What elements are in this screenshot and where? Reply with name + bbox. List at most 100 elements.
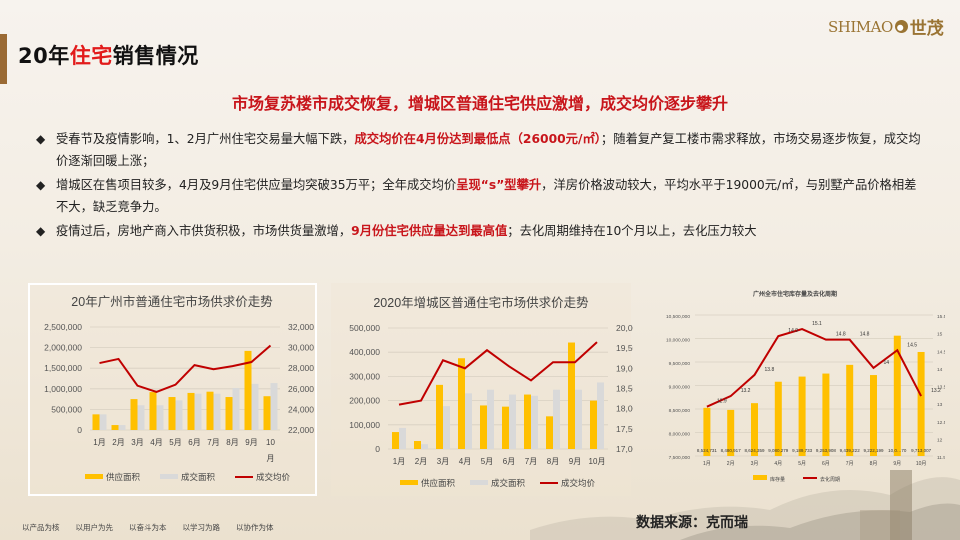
x-tick: 5月 [798, 461, 806, 467]
x-tick: 9月 [893, 461, 901, 467]
bar [487, 389, 494, 449]
bar [156, 405, 164, 430]
x-tick: 4月 [150, 438, 162, 447]
chart-title: 2020年增城区普通住宅市场供求价走势 [373, 295, 589, 310]
bar [251, 383, 259, 430]
y-left-tick: 0 [77, 425, 82, 435]
y-right-tick: 32,000 [288, 322, 314, 332]
bar-label: 9,189,733 [792, 448, 813, 453]
bar [774, 381, 782, 456]
y-right-tick: 15.5 [937, 314, 945, 320]
bar [509, 394, 516, 449]
bullet-list: ◆ 受春节及疫情影响，1、2月广州住宅交易量大幅下跌，成交均价在4月份达到最低点（… [36, 128, 926, 244]
x-tick: 2月 [415, 457, 427, 466]
bar [168, 397, 176, 430]
legend-label: 供应面积 [106, 472, 141, 482]
y-right-tick: 17,500 [616, 424, 633, 434]
chart-panel-inventory: 广州全市住宅库存量及去化周期 7,500,000 8,000,000 8,500,00… [645, 283, 947, 493]
bar [893, 335, 901, 456]
bar [568, 342, 575, 449]
chart-zengcheng-supply-demand-price: 2020年增城区普通住宅市场供求价走势 0 100,000 200,000 300,00… [349, 295, 642, 488]
y-left-tick: 100,000 [349, 420, 380, 430]
data-source: 数据来源：克而瑞 [636, 515, 748, 531]
chart-title: 广州全市住宅库存量及去化周期 [753, 290, 837, 298]
y-left-tick: 10,500,000 [666, 314, 690, 320]
logo-globe-icon [894, 20, 908, 33]
bullet-text: 疫情过后，房地产商入市供货积极，市场供货量激增， [56, 224, 352, 238]
diamond-bullet-icon: ◆ [36, 132, 46, 146]
y-left-tick: 7,500,000 [669, 455, 691, 461]
bar [187, 392, 195, 430]
bar-label: 8,624,359 [744, 448, 765, 453]
bar [727, 409, 735, 456]
bar [213, 393, 221, 430]
bar [590, 400, 597, 449]
x-tick: 6月 [822, 461, 830, 467]
bar [206, 391, 214, 430]
slogan: 以奋斗为本 [129, 523, 167, 532]
chart-panel-zengcheng: 2020年增城区普通住宅市场供求价走势 0 100,000 200,000 300,00… [331, 283, 642, 496]
bullet-item: ◆ 疫情过后，房地产商入市供货积极，市场供货量激增，9月份住宅供应量达到最高值；去… [36, 220, 926, 242]
bar [263, 396, 271, 430]
x-tick: 7月 [525, 457, 537, 466]
x-tick: 6月 [503, 457, 515, 466]
price-line [398, 341, 598, 406]
svg-text:月: 月 [267, 454, 275, 463]
line-label: 12.9 [717, 399, 727, 405]
bar [270, 383, 278, 430]
y-right-tick: 13 [937, 402, 943, 408]
title-highlight: 住宅 [69, 44, 113, 68]
bar [99, 414, 107, 430]
bar [480, 405, 487, 449]
y-right-tick: 14.5 [937, 349, 945, 355]
bar [846, 364, 854, 456]
highlight-text: 成交均价在4月份达到最低点（26000元/㎡） [354, 132, 601, 146]
line-label: 13.2 [741, 388, 751, 394]
bar-label: 10,0…70 [888, 448, 907, 453]
bullet-text: ；去化周期维持在10个月以上，去化压力较大 [507, 224, 757, 238]
x-tick: 7月 [846, 461, 854, 467]
bullet-text: ；随着复产复工楼市需求释放，市场交易逐步恢复，成交均价逐渐回暖上涨； [56, 132, 921, 168]
x-tick: 3月 [751, 461, 759, 467]
y-right-tick: 12 [937, 437, 943, 443]
y-left-tick: 8,000,000 [669, 432, 691, 438]
x-tick: 10 [266, 438, 275, 447]
y-left-tick: 10,000,000 [666, 338, 690, 344]
bar [531, 395, 538, 449]
y-right-tick: 11.5 [937, 455, 945, 461]
diamond-bullet-icon: ◆ [36, 224, 46, 238]
y-right-tick: 24,000 [288, 404, 314, 414]
shimao-logo: SHIMAO 世茂 [828, 14, 944, 40]
legend-label: 供应面积 [421, 478, 456, 488]
bar [130, 399, 138, 430]
x-tick: 10月 [589, 457, 606, 466]
bar [137, 405, 145, 430]
y-right-tick: 17,000 [616, 444, 633, 454]
bar [232, 387, 240, 430]
x-tick: 9月 [569, 457, 581, 466]
bar [575, 389, 582, 449]
chart-panel-guangzhou: 20年广州市普通住宅市场供求价走势 0 500,000 1,000,000 1,500,… [28, 283, 317, 496]
line-label: 13.8 [765, 367, 775, 373]
legend-label: 成交均价 [561, 478, 596, 488]
bar-label: 9,253,908 [816, 448, 837, 453]
line-label: 14 [884, 360, 890, 366]
y-left-tick: 2,500,000 [44, 322, 82, 332]
x-tick: 5月 [481, 457, 493, 466]
y-right-tick: 28,000 [288, 363, 314, 373]
bullet-text: 受春节及疫情影响，1、2月广州住宅交易量大幅下跌， [56, 132, 355, 146]
bullet-item: ◆ 增城区在售项目较多，4月及9月住宅供应量均突破35万平；全年成交均价呈现“s”… [36, 174, 926, 218]
bar [703, 407, 711, 456]
y-right-tick: 20,000 [616, 323, 633, 333]
y-right-tick: 14 [937, 367, 943, 373]
x-tick: 8月 [226, 438, 238, 447]
bar [175, 400, 183, 430]
chart-inventory-destocking-cycle: 广州全市住宅库存量及去化周期 7,500,000 8,000,000 8,500,00… [666, 290, 947, 483]
y-left-tick: 8,500,000 [669, 408, 691, 414]
y-right-tick: 13.5 [937, 385, 945, 391]
legend-label: 成交面积 [181, 472, 216, 482]
title-accent-bar [0, 34, 7, 84]
footer-slogans: 以产品为核 以用户为先 以奋斗为本 以学习为路 以协作为体 [22, 522, 274, 533]
slogan: 以学习为路 [182, 523, 221, 532]
line-label: 14.9 [788, 328, 798, 334]
